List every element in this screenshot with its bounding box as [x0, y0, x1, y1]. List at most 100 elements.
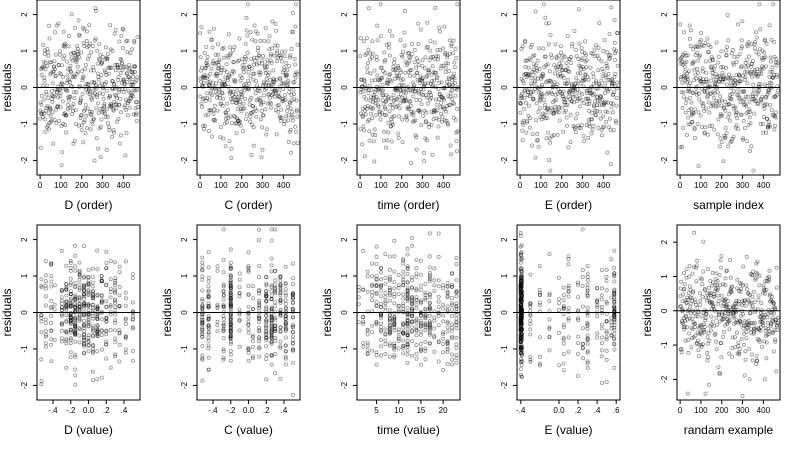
data-point: [255, 45, 260, 50]
data-point: [211, 111, 216, 116]
data-point: [289, 109, 294, 114]
data-point: [454, 138, 459, 143]
data-point: [131, 64, 136, 69]
data-point: [49, 284, 54, 289]
data-point: [441, 336, 446, 341]
data-point: [445, 53, 450, 58]
data-point: [707, 124, 712, 129]
data-point: [542, 54, 547, 59]
data-point: [209, 134, 214, 139]
data-point: [400, 140, 405, 145]
data-point: [87, 109, 92, 114]
data-point: [716, 117, 721, 122]
data-point: [716, 79, 721, 84]
data-point: [600, 66, 605, 71]
data-point: [569, 83, 574, 88]
data-point: [708, 328, 713, 333]
data-point: [576, 295, 581, 300]
data-point: [566, 306, 571, 311]
data-point: [604, 348, 609, 353]
data-point: [741, 118, 746, 123]
data-point: [613, 118, 618, 123]
data-point: [281, 82, 286, 87]
data-point: [390, 120, 395, 125]
data-point: [215, 66, 220, 71]
data-point: [411, 94, 416, 99]
data-point: [431, 83, 436, 88]
data-point: [721, 65, 726, 70]
data-point: [266, 92, 271, 97]
data-point: [228, 352, 233, 357]
data-point: [42, 111, 47, 116]
data-point: [387, 354, 392, 359]
data-point: [553, 42, 558, 47]
data-point: [723, 135, 728, 140]
data-point: [599, 354, 604, 359]
data-point: [374, 54, 379, 59]
data-point: [561, 53, 566, 58]
data-point: [89, 112, 94, 117]
data-point: [370, 274, 375, 279]
data-point: [281, 122, 286, 127]
data-point: [126, 67, 131, 72]
data-point: [726, 38, 731, 43]
data-point: [245, 50, 250, 55]
data-point: [53, 73, 58, 78]
data-point: [682, 51, 687, 56]
data-point: [535, 138, 540, 143]
data-point: [240, 63, 245, 68]
data-point: [262, 63, 267, 68]
data-point: [737, 346, 742, 351]
data-point: [379, 88, 384, 93]
data-point: [111, 81, 116, 86]
data-point: [91, 117, 96, 122]
data-point: [246, 358, 251, 363]
data-point: [580, 227, 585, 232]
data-point: [404, 86, 409, 91]
data-point: [570, 88, 575, 93]
data-point: [103, 114, 108, 119]
data-point: [519, 77, 524, 82]
data-point: [373, 133, 378, 138]
data-point: [61, 44, 66, 49]
data-point: [681, 30, 686, 35]
data-point: [420, 114, 425, 119]
data-point: [246, 250, 251, 255]
data-point: [125, 79, 130, 84]
data-point: [687, 331, 692, 336]
data-point: [606, 53, 611, 58]
data-point: [561, 94, 566, 99]
data-point: [405, 338, 410, 343]
data-point: [534, 118, 539, 123]
data-point: [578, 126, 583, 131]
data-point: [113, 312, 118, 317]
data-point: [453, 56, 458, 61]
data-point: [123, 259, 128, 264]
data-point: [69, 51, 74, 56]
data-point: [401, 351, 406, 356]
data-point: [720, 70, 725, 75]
y-tick-label: -1: [340, 345, 349, 353]
data-point: [134, 87, 139, 92]
data-point: [202, 51, 207, 56]
data-point: [123, 153, 128, 158]
data-point: [125, 50, 130, 55]
data-point: [699, 43, 704, 48]
data-point: [771, 2, 776, 7]
data-point: [45, 63, 50, 68]
data-point: [360, 142, 365, 147]
data-point: [284, 61, 289, 66]
data-point: [356, 302, 361, 307]
data-point: [246, 304, 251, 309]
data-point: [718, 112, 723, 117]
data-point: [241, 83, 246, 88]
data-point: [569, 81, 574, 86]
data-point: [133, 112, 138, 117]
data-point: [113, 92, 118, 97]
data-point: [45, 47, 50, 52]
data-point: [263, 107, 268, 112]
data-point: [712, 84, 717, 89]
data-point: [528, 73, 533, 78]
data-point: [599, 59, 604, 64]
data-point: [278, 118, 283, 123]
